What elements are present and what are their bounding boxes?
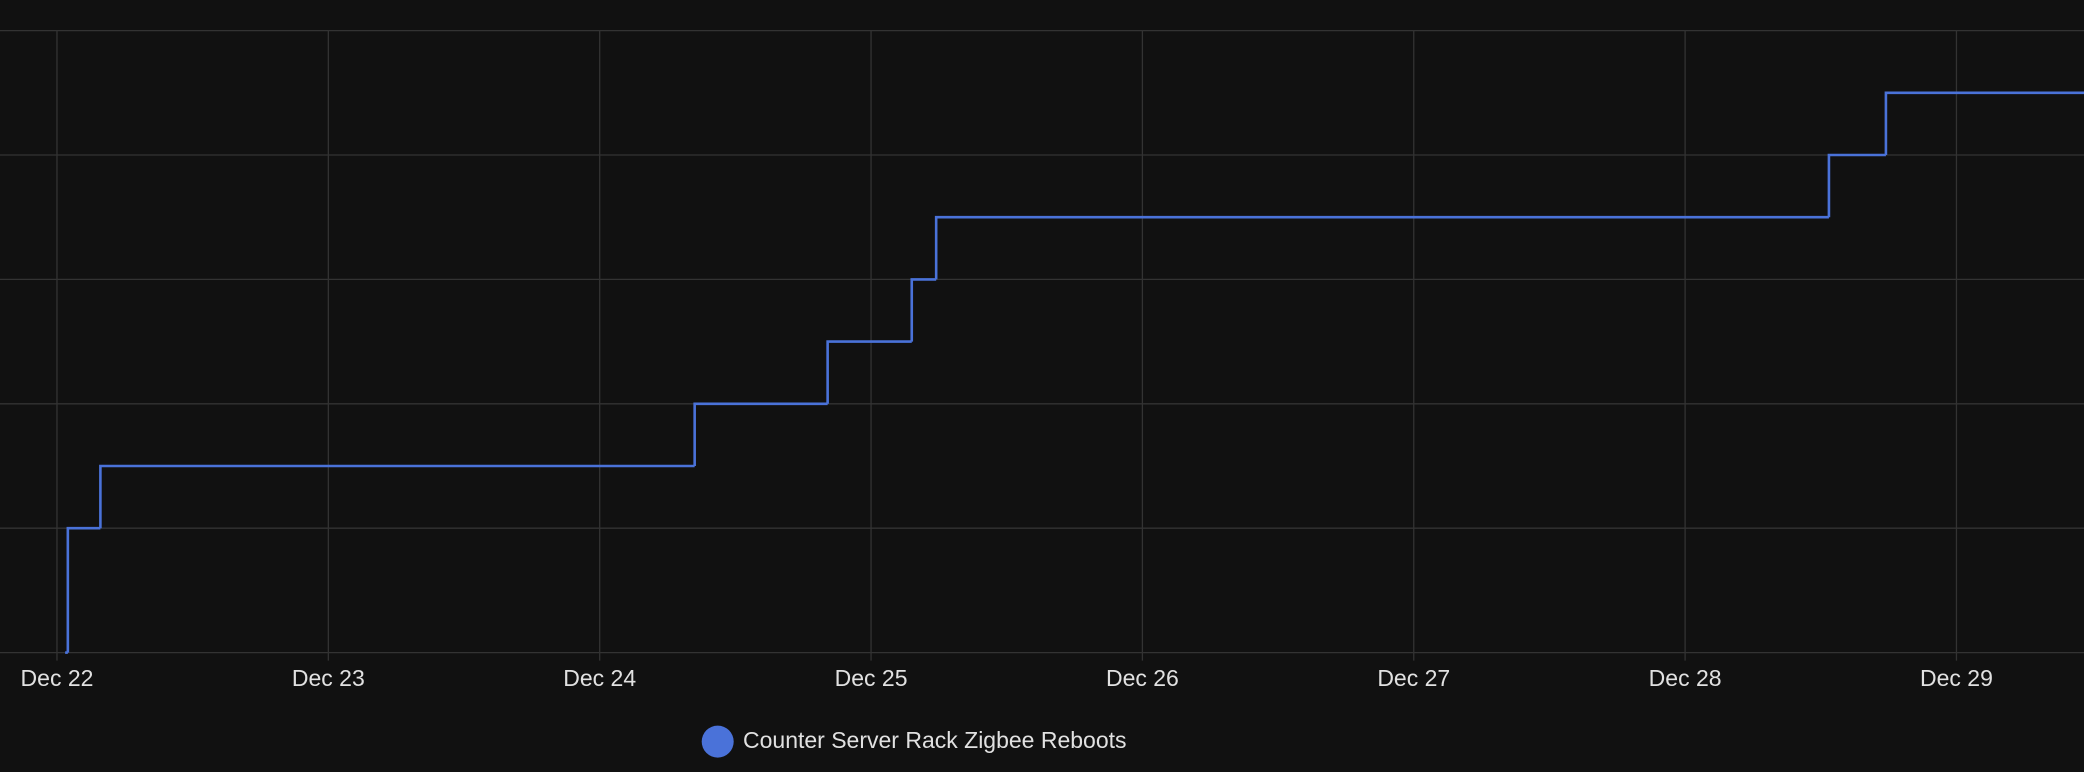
x-tick-label: Dec 27 [1377,665,1450,691]
x-tick-label: Dec 28 [1649,665,1722,691]
step-segment [66,526,101,653]
step-segment [99,464,695,529]
step-segment [1827,153,1886,218]
legend-marker[interactable] [701,725,734,758]
step-segment [934,215,1829,280]
x-tick-label: Dec 26 [1106,665,1179,691]
step-segment [693,402,828,466]
x-tick-label: Dec 22 [21,665,94,691]
x-tick-label: Dec 24 [563,665,636,691]
x-tick-label: Dec 25 [835,665,908,691]
step-segment [910,278,937,342]
x-tick-label: Dec 23 [292,665,365,691]
step-segment [1884,91,2084,155]
x-tick-label: Dec 29 [1920,665,1993,691]
step-segment [826,340,912,404]
legend-label[interactable]: Counter Server Rack Zigbee Reboots [743,727,1127,753]
